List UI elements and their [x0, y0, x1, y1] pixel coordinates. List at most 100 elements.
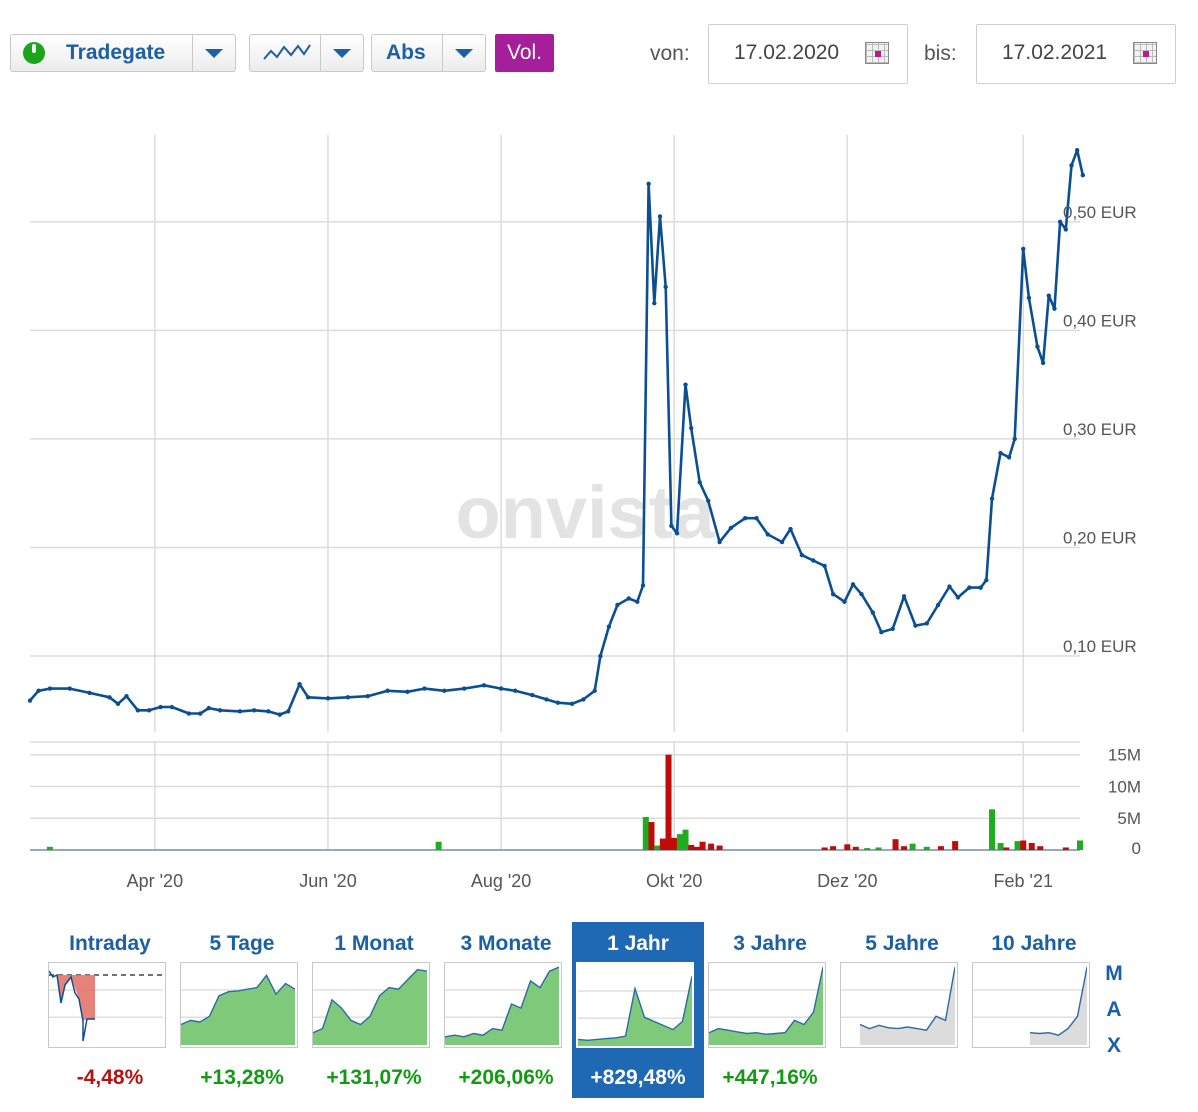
- price-point: [325, 696, 331, 701]
- chart-type-select[interactable]: [249, 34, 364, 72]
- price-point: [365, 693, 370, 699]
- y-tick-label: 0,40 EUR: [1063, 311, 1137, 330]
- chevron-down-icon[interactable]: [442, 35, 485, 71]
- price-point: [581, 697, 586, 702]
- price-point: [67, 686, 72, 691]
- volume-bar: [952, 841, 959, 850]
- volume-bars: [46, 754, 1083, 850]
- period-tab-label: 1 Monat: [334, 932, 414, 955]
- thumbnail-line: [578, 976, 692, 1042]
- price-point: [646, 181, 651, 187]
- intraday-area: [57, 975, 95, 1021]
- price-point: [1026, 295, 1032, 301]
- thumbnail-line: [1029, 966, 1087, 1036]
- price-point: [606, 624, 612, 629]
- price-point: [1006, 455, 1012, 460]
- max-button[interactable]: M A X: [1104, 956, 1124, 1064]
- volume-bar: [830, 846, 837, 850]
- period-tab[interactable]: 1 Monat +131,07%: [308, 922, 440, 1098]
- volume-bar: [901, 846, 908, 850]
- volume-grid: [30, 741, 1080, 851]
- exchange-select[interactable]: Tradegate: [10, 34, 236, 72]
- chevron-down-icon[interactable]: [320, 35, 363, 71]
- thumbnail-area: [709, 967, 823, 1045]
- period-tab-label: Intraday: [69, 932, 151, 955]
- price-point: [674, 531, 680, 536]
- period-tab[interactable]: Intraday -4,48%: [44, 922, 176, 1098]
- volume-tick-label: 5M: [1117, 809, 1141, 828]
- calendar-icon[interactable]: [1133, 42, 1157, 64]
- scale-mode-label: Abs: [386, 41, 426, 64]
- period-tab[interactable]: 3 Monate +206,06%: [440, 922, 572, 1098]
- from-date-field[interactable]: 17.02.2020: [708, 24, 908, 84]
- price-point: [305, 695, 311, 700]
- thumbnail-chart: [49, 970, 163, 1042]
- period-tab[interactable]: 5 Jahre: [836, 922, 968, 1098]
- to-label: bis:: [924, 42, 957, 65]
- period-change: +131,07%: [326, 1066, 422, 1089]
- price-point: [967, 585, 972, 590]
- thumbnail-area: [313, 969, 427, 1045]
- to-date-field[interactable]: 17.02.2021: [976, 24, 1176, 84]
- volume-toggle-button[interactable]: Vol.: [495, 34, 554, 72]
- price-point: [683, 382, 688, 387]
- volume-axis-labels: 0 5M 10M 15M: [1108, 746, 1141, 858]
- period-tab-label: 3 Jahre: [733, 932, 807, 955]
- price-point: [924, 621, 929, 626]
- period-tabs: Intraday -4,48% 5 Tage +13,28% 1 Monat +131,0…: [0, 922, 1198, 1112]
- price-point: [217, 708, 223, 713]
- scale-mode-select[interactable]: Abs: [371, 34, 486, 72]
- thumbnail-area: [578, 976, 692, 1046]
- price-point: [385, 688, 390, 693]
- thumbnail-line: [709, 966, 823, 1036]
- price-point: [115, 701, 121, 706]
- thumbnail-line: [859, 966, 955, 1031]
- price-point: [277, 712, 282, 717]
- price-point: [345, 695, 351, 700]
- price-point: [1063, 227, 1069, 232]
- period-tab[interactable]: 1 Jahr +829,48%: [572, 922, 704, 1098]
- period-change: +447,16%: [722, 1066, 818, 1089]
- volume-bar: [937, 846, 944, 850]
- price-point: [286, 709, 291, 714]
- price-point: [728, 525, 734, 531]
- price-point: [689, 425, 694, 431]
- price-point: [663, 284, 668, 290]
- price-line: [29, 148, 1085, 716]
- x-tick-label: Dez '20: [817, 871, 877, 891]
- price-point: [1035, 344, 1040, 349]
- price-point: [107, 695, 112, 700]
- price-point: [592, 688, 597, 693]
- price-point: [1080, 172, 1086, 178]
- thumbnail-line: [445, 966, 559, 1038]
- chevron-down-icon[interactable]: [192, 35, 235, 71]
- volume-bar: [909, 843, 916, 850]
- volume-bar: [1003, 847, 1010, 850]
- price-point: [237, 709, 243, 714]
- price-point: [169, 704, 175, 710]
- price-point: [461, 686, 467, 691]
- period-tab[interactable]: 10 Jahre: [968, 922, 1100, 1098]
- price-point: [697, 480, 702, 485]
- volume-bar: [46, 846, 53, 850]
- line-chart-icon: [263, 44, 311, 60]
- price-point: [870, 610, 876, 615]
- volume-bar: [1062, 847, 1069, 850]
- price-line-group: [27, 147, 1086, 717]
- price-point: [955, 595, 961, 600]
- volume-bar: [665, 754, 672, 850]
- period-change: +829,48%: [590, 1066, 686, 1089]
- volume-bar: [642, 816, 649, 850]
- volume-tick-label: 15M: [1108, 746, 1141, 765]
- price-point: [706, 498, 711, 503]
- period-tab-label: 5 Jahre: [865, 932, 939, 955]
- price-point: [669, 523, 674, 528]
- price-point: [146, 708, 152, 713]
- period-tab[interactable]: 5 Tage +13,28%: [176, 922, 308, 1098]
- price-point: [569, 701, 575, 706]
- max-letter: X: [1106, 1034, 1121, 1057]
- volume-bar: [821, 847, 828, 850]
- period-tab[interactable]: 3 Jahre +447,16%: [704, 922, 836, 1098]
- price-point: [186, 711, 192, 716]
- calendar-icon[interactable]: [865, 42, 889, 64]
